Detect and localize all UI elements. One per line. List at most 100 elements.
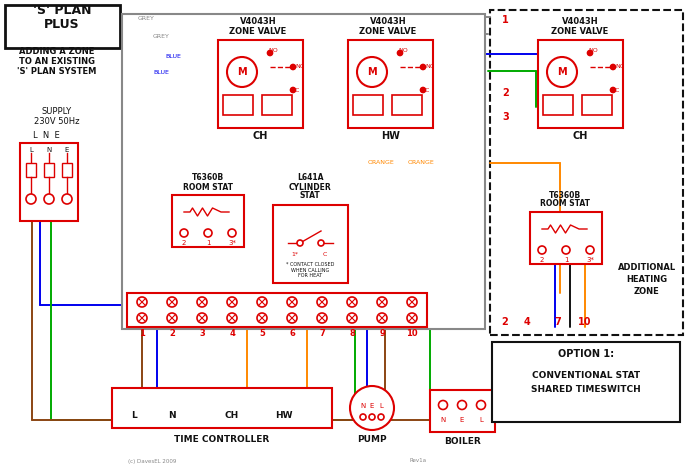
Text: OPTION 1:: OPTION 1: — [558, 349, 614, 359]
Text: 'S' PLAN: 'S' PLAN — [32, 5, 91, 17]
Text: * CONTACT CLOSED
WHEN CALLING
FOR HEAT: * CONTACT CLOSED WHEN CALLING FOR HEAT — [286, 262, 335, 278]
Text: PUMP: PUMP — [357, 434, 387, 444]
Text: NO: NO — [398, 47, 408, 52]
Bar — [223, 95, 253, 115]
Text: (c) DavesEL 2009: (c) DavesEL 2009 — [128, 459, 177, 463]
Bar — [20, 143, 78, 221]
Text: NC: NC — [425, 65, 434, 70]
Bar — [172, 195, 244, 247]
Text: E: E — [65, 147, 69, 153]
Text: NC: NC — [615, 65, 624, 70]
Text: 'S' PLAN SYSTEM: 'S' PLAN SYSTEM — [17, 67, 97, 76]
Text: M: M — [558, 67, 566, 77]
Text: 5: 5 — [259, 329, 265, 338]
Circle shape — [227, 313, 237, 323]
Circle shape — [317, 313, 327, 323]
Text: V4043H: V4043H — [239, 17, 276, 27]
Circle shape — [377, 297, 387, 307]
Text: CH: CH — [573, 131, 588, 141]
Circle shape — [347, 297, 357, 307]
Text: N: N — [168, 411, 176, 421]
Text: T6360B: T6360B — [549, 190, 581, 199]
Circle shape — [587, 51, 593, 56]
Text: NO: NO — [588, 47, 598, 52]
Text: ROOM STAT: ROOM STAT — [540, 199, 590, 209]
Text: M: M — [237, 67, 247, 77]
Text: 2: 2 — [502, 88, 509, 98]
Circle shape — [62, 194, 72, 204]
Bar — [430, 390, 495, 432]
Circle shape — [197, 297, 207, 307]
Text: N: N — [360, 403, 366, 409]
Circle shape — [227, 57, 257, 87]
Text: ADDING A ZONE: ADDING A ZONE — [19, 47, 95, 57]
Text: 1: 1 — [502, 15, 509, 25]
Text: L  N  E: L N E — [32, 132, 59, 140]
Text: E: E — [370, 403, 374, 409]
Circle shape — [378, 414, 384, 420]
Text: 8: 8 — [349, 329, 355, 338]
Bar — [62, 163, 72, 177]
Circle shape — [357, 57, 387, 87]
Text: HEATING: HEATING — [627, 276, 667, 285]
Bar — [538, 40, 623, 128]
Text: L: L — [479, 417, 483, 423]
Circle shape — [538, 246, 546, 254]
Text: TIME CONTROLLER: TIME CONTROLLER — [175, 434, 270, 444]
Circle shape — [350, 386, 394, 430]
Circle shape — [167, 297, 177, 307]
Text: ROOM STAT: ROOM STAT — [183, 183, 233, 191]
Text: Rev1a: Rev1a — [410, 459, 427, 463]
Text: CH: CH — [225, 411, 239, 421]
Circle shape — [477, 401, 486, 410]
Text: 1: 1 — [206, 240, 210, 246]
Circle shape — [347, 313, 357, 323]
Circle shape — [457, 401, 466, 410]
Circle shape — [137, 313, 147, 323]
Text: ZONE VALVE: ZONE VALVE — [229, 27, 286, 36]
Circle shape — [227, 297, 237, 307]
Text: 2: 2 — [169, 329, 175, 338]
Text: BLUE: BLUE — [153, 71, 169, 75]
Text: 3: 3 — [502, 112, 509, 122]
Circle shape — [204, 229, 212, 237]
Circle shape — [360, 414, 366, 420]
Text: NC: NC — [295, 65, 304, 70]
Text: BOILER: BOILER — [444, 437, 481, 446]
Bar — [530, 212, 602, 264]
Text: SUPPLY: SUPPLY — [42, 108, 72, 117]
Bar — [543, 95, 573, 115]
Circle shape — [137, 297, 147, 307]
Circle shape — [420, 88, 426, 93]
Text: ZONE VALVE: ZONE VALVE — [359, 27, 417, 36]
Text: TO AN EXISTING: TO AN EXISTING — [19, 58, 95, 66]
Circle shape — [228, 229, 236, 237]
Bar — [26, 163, 36, 177]
Bar — [353, 95, 383, 115]
Text: C: C — [295, 88, 299, 93]
Text: C: C — [615, 88, 620, 93]
Circle shape — [547, 57, 577, 87]
Text: L: L — [29, 147, 33, 153]
Circle shape — [407, 297, 417, 307]
Circle shape — [26, 194, 36, 204]
Bar — [44, 163, 54, 177]
Circle shape — [397, 51, 402, 56]
Text: M: M — [367, 67, 377, 77]
Text: 10: 10 — [406, 329, 418, 338]
Text: 4: 4 — [524, 317, 531, 327]
Circle shape — [369, 414, 375, 420]
Circle shape — [611, 65, 615, 70]
Text: CYLINDER: CYLINDER — [288, 183, 331, 191]
Circle shape — [377, 313, 387, 323]
Text: ORANGE: ORANGE — [408, 161, 435, 166]
Circle shape — [44, 194, 54, 204]
Text: NO: NO — [268, 47, 278, 52]
Text: 2: 2 — [540, 257, 544, 263]
Text: 2: 2 — [181, 240, 186, 246]
Circle shape — [318, 240, 324, 246]
Text: N: N — [46, 147, 52, 153]
Text: C: C — [425, 88, 429, 93]
Text: 3*: 3* — [228, 240, 236, 246]
Bar — [262, 95, 292, 115]
